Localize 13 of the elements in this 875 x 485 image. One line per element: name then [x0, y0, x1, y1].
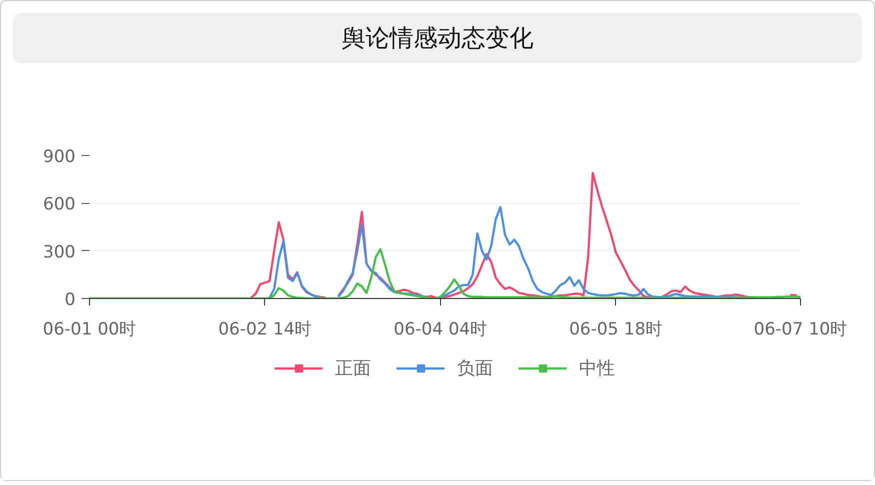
x-tick-label: 06-07 10时	[754, 320, 848, 340]
legend-label: 中性	[579, 357, 615, 380]
legend-label: 正面	[335, 357, 371, 380]
x-tick-label: 06-01 00时	[42, 320, 136, 340]
legend-label: 负面	[457, 357, 493, 380]
y-tick-label: 0	[64, 290, 76, 310]
x-tick-label: 06-05 18时	[569, 320, 663, 340]
y-tick-label: 300	[43, 242, 76, 262]
x-tick-label: 06-04 04时	[394, 320, 488, 340]
chart-title: 舆论情感动态变化	[342, 23, 534, 54]
x-tick-label: 06-02 14时	[218, 320, 312, 340]
y-tick-label: 600	[43, 194, 76, 215]
y-tick-label: 900	[43, 147, 76, 167]
